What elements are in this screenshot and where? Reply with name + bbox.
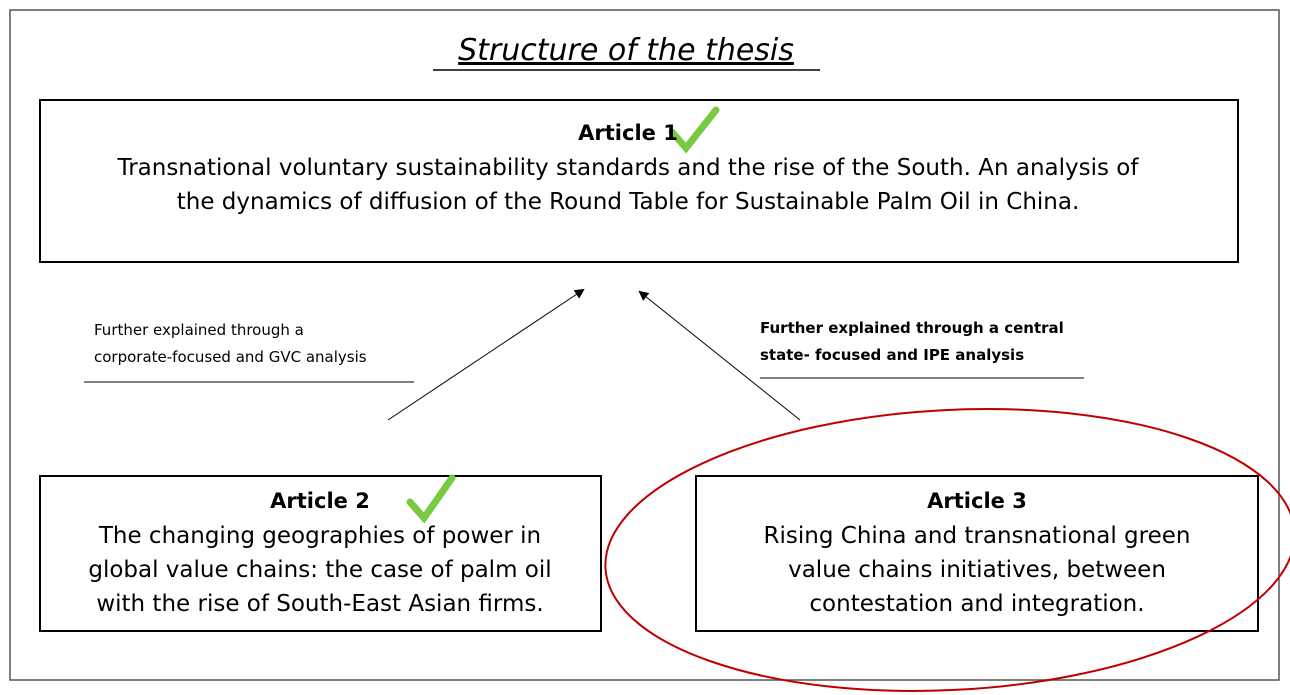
article-text: Transnational voluntary sustainability s… xyxy=(117,155,1140,181)
article-box xyxy=(39,99,1239,263)
highlight-ellipse xyxy=(604,408,1290,692)
article-box xyxy=(39,475,602,632)
frame xyxy=(9,9,1280,681)
article-text: global value chains: the case of palm oi… xyxy=(88,557,551,583)
article-text: the dynamics of diffusion of the Round T… xyxy=(177,189,1080,215)
arrow xyxy=(638,290,801,421)
check-mark xyxy=(406,474,456,524)
link-label: corporate-focused and GVC analysis xyxy=(94,348,367,366)
link-label: Further explained through a central xyxy=(760,319,1064,337)
check-mark xyxy=(668,106,720,154)
link-label: state- focused and IPE analysis xyxy=(760,346,1024,364)
article-text: value chains initiatives, between xyxy=(788,557,1166,583)
arrow xyxy=(387,288,585,421)
article-text: contestation and integration. xyxy=(809,591,1144,617)
article-heading: Article 2 xyxy=(270,489,370,513)
article-heading: Article 3 xyxy=(927,489,1027,513)
article-box xyxy=(695,475,1259,632)
article-heading: Article 1 xyxy=(578,121,678,145)
article-text: The changing geographies of power in xyxy=(98,523,541,549)
article-text: Rising China and transnational green xyxy=(764,523,1191,549)
title: Structure of the thesis xyxy=(458,33,794,68)
link-label: Further explained through a xyxy=(94,321,304,339)
article-text: with the rise of South-East Asian firms. xyxy=(96,591,543,617)
